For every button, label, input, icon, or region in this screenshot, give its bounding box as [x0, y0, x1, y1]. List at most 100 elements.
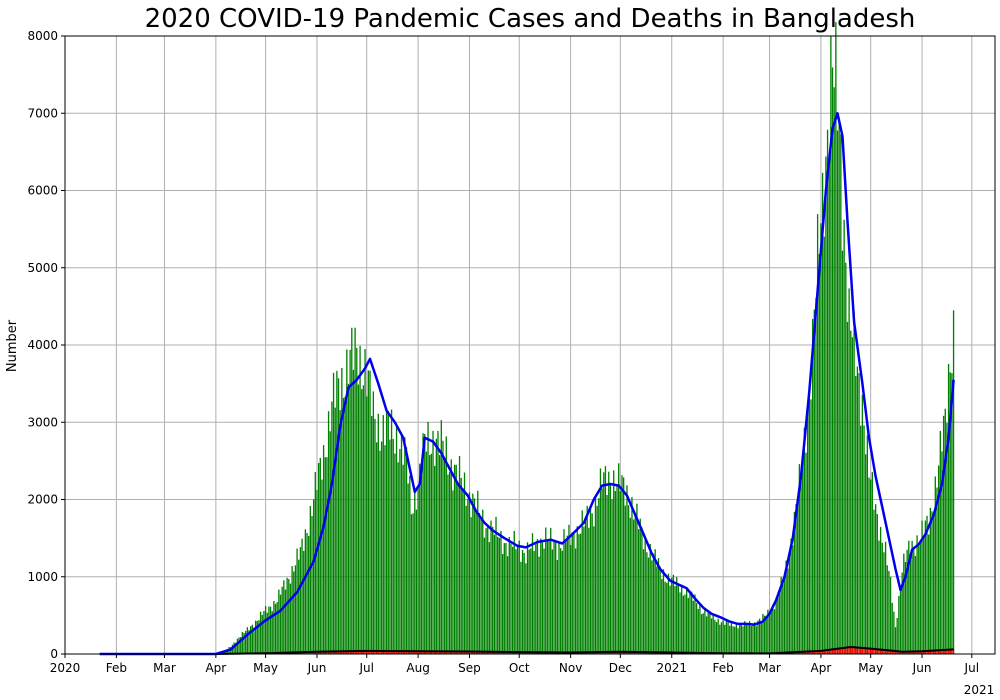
case-bar — [797, 502, 799, 654]
death-bar — [336, 651, 338, 654]
case-bar — [604, 466, 607, 654]
x-tick-label: Jun — [912, 661, 932, 675]
case-bar — [808, 391, 810, 654]
death-bar — [435, 651, 437, 654]
case-bar — [722, 620, 724, 654]
case-bar — [299, 547, 302, 654]
death-bar — [924, 651, 927, 654]
case-bar — [782, 580, 784, 654]
case-bar — [555, 542, 557, 654]
case-bar — [739, 624, 741, 654]
case-bar — [334, 407, 336, 654]
case-bar — [637, 529, 640, 654]
death-bar — [894, 651, 897, 654]
case-bar — [462, 488, 464, 654]
case-bar — [584, 516, 587, 654]
case-bar — [894, 627, 897, 654]
case-bar — [807, 413, 809, 654]
case-bar — [820, 223, 822, 654]
case-bar — [492, 526, 494, 654]
case-bar — [284, 589, 287, 654]
case-bar — [594, 496, 597, 654]
case-bar — [657, 558, 660, 654]
case-bar — [352, 369, 355, 654]
case-bar — [261, 614, 263, 654]
case-bar — [253, 627, 255, 654]
x-tick-label: Mar — [758, 661, 781, 675]
case-bar — [463, 472, 466, 654]
case-bar — [535, 543, 537, 654]
case-bar — [727, 622, 729, 654]
case-bar — [770, 610, 772, 654]
death-bar — [375, 650, 378, 654]
case-bar — [317, 463, 320, 654]
death-bar — [480, 651, 482, 654]
case-bar — [405, 447, 408, 654]
case-bar — [271, 611, 273, 654]
case-bar — [533, 550, 535, 654]
death-bar — [904, 651, 907, 654]
case-bar — [916, 535, 918, 654]
x-tick-label: May — [253, 661, 278, 675]
case-bar — [581, 510, 583, 654]
death-bar — [863, 647, 865, 654]
case-bar — [674, 585, 676, 654]
death-bar — [911, 651, 913, 654]
case-bar — [455, 464, 457, 654]
case-bar — [283, 580, 285, 654]
case-bar — [380, 441, 383, 654]
death-bar — [445, 651, 447, 654]
death-bar — [501, 651, 504, 654]
case-bar — [934, 476, 936, 654]
death-bar — [497, 651, 499, 654]
death-bar — [936, 650, 938, 654]
case-bar — [642, 549, 645, 654]
death-bar — [825, 649, 827, 654]
case-bar — [359, 345, 361, 654]
case-bar — [427, 421, 429, 654]
death-bar — [490, 651, 492, 654]
case-bar — [362, 385, 365, 654]
death-bar — [874, 649, 877, 654]
case-bar — [825, 156, 827, 654]
death-bar — [919, 651, 922, 654]
death-bar — [805, 651, 807, 654]
case-bar — [419, 463, 421, 654]
case-bar — [904, 561, 907, 654]
case-bar — [313, 499, 315, 654]
death-bar — [455, 651, 457, 654]
case-bar — [490, 520, 492, 654]
case-bar — [268, 606, 270, 654]
case-bar — [699, 604, 701, 654]
death-bar — [878, 649, 880, 654]
case-bar — [473, 498, 476, 654]
case-bar — [846, 321, 849, 654]
case-bar — [443, 458, 446, 654]
death-bar — [475, 651, 477, 654]
death-bar — [339, 650, 341, 654]
case-bar — [676, 576, 678, 654]
case-bar — [811, 318, 814, 654]
death-bar — [870, 648, 872, 654]
death-bar — [450, 651, 452, 654]
case-bar — [589, 509, 592, 654]
case-bar — [928, 534, 930, 654]
y-tick-label: 1000 — [27, 570, 58, 584]
case-bar — [331, 401, 333, 654]
case-bar — [840, 134, 842, 654]
case-bar — [729, 625, 731, 654]
case-bar — [347, 383, 350, 654]
case-bar — [367, 370, 370, 654]
case-bar — [364, 349, 366, 654]
death-bar — [813, 651, 815, 654]
case-bar — [835, 22, 837, 655]
case-bar — [944, 408, 946, 654]
case-bar — [485, 528, 487, 654]
case-bar — [384, 445, 386, 654]
case-bar — [937, 465, 940, 654]
death-bar — [831, 649, 834, 654]
case-bar — [258, 620, 260, 654]
case-bar — [389, 439, 391, 654]
case-bar — [677, 584, 680, 654]
case-bar — [947, 363, 950, 654]
